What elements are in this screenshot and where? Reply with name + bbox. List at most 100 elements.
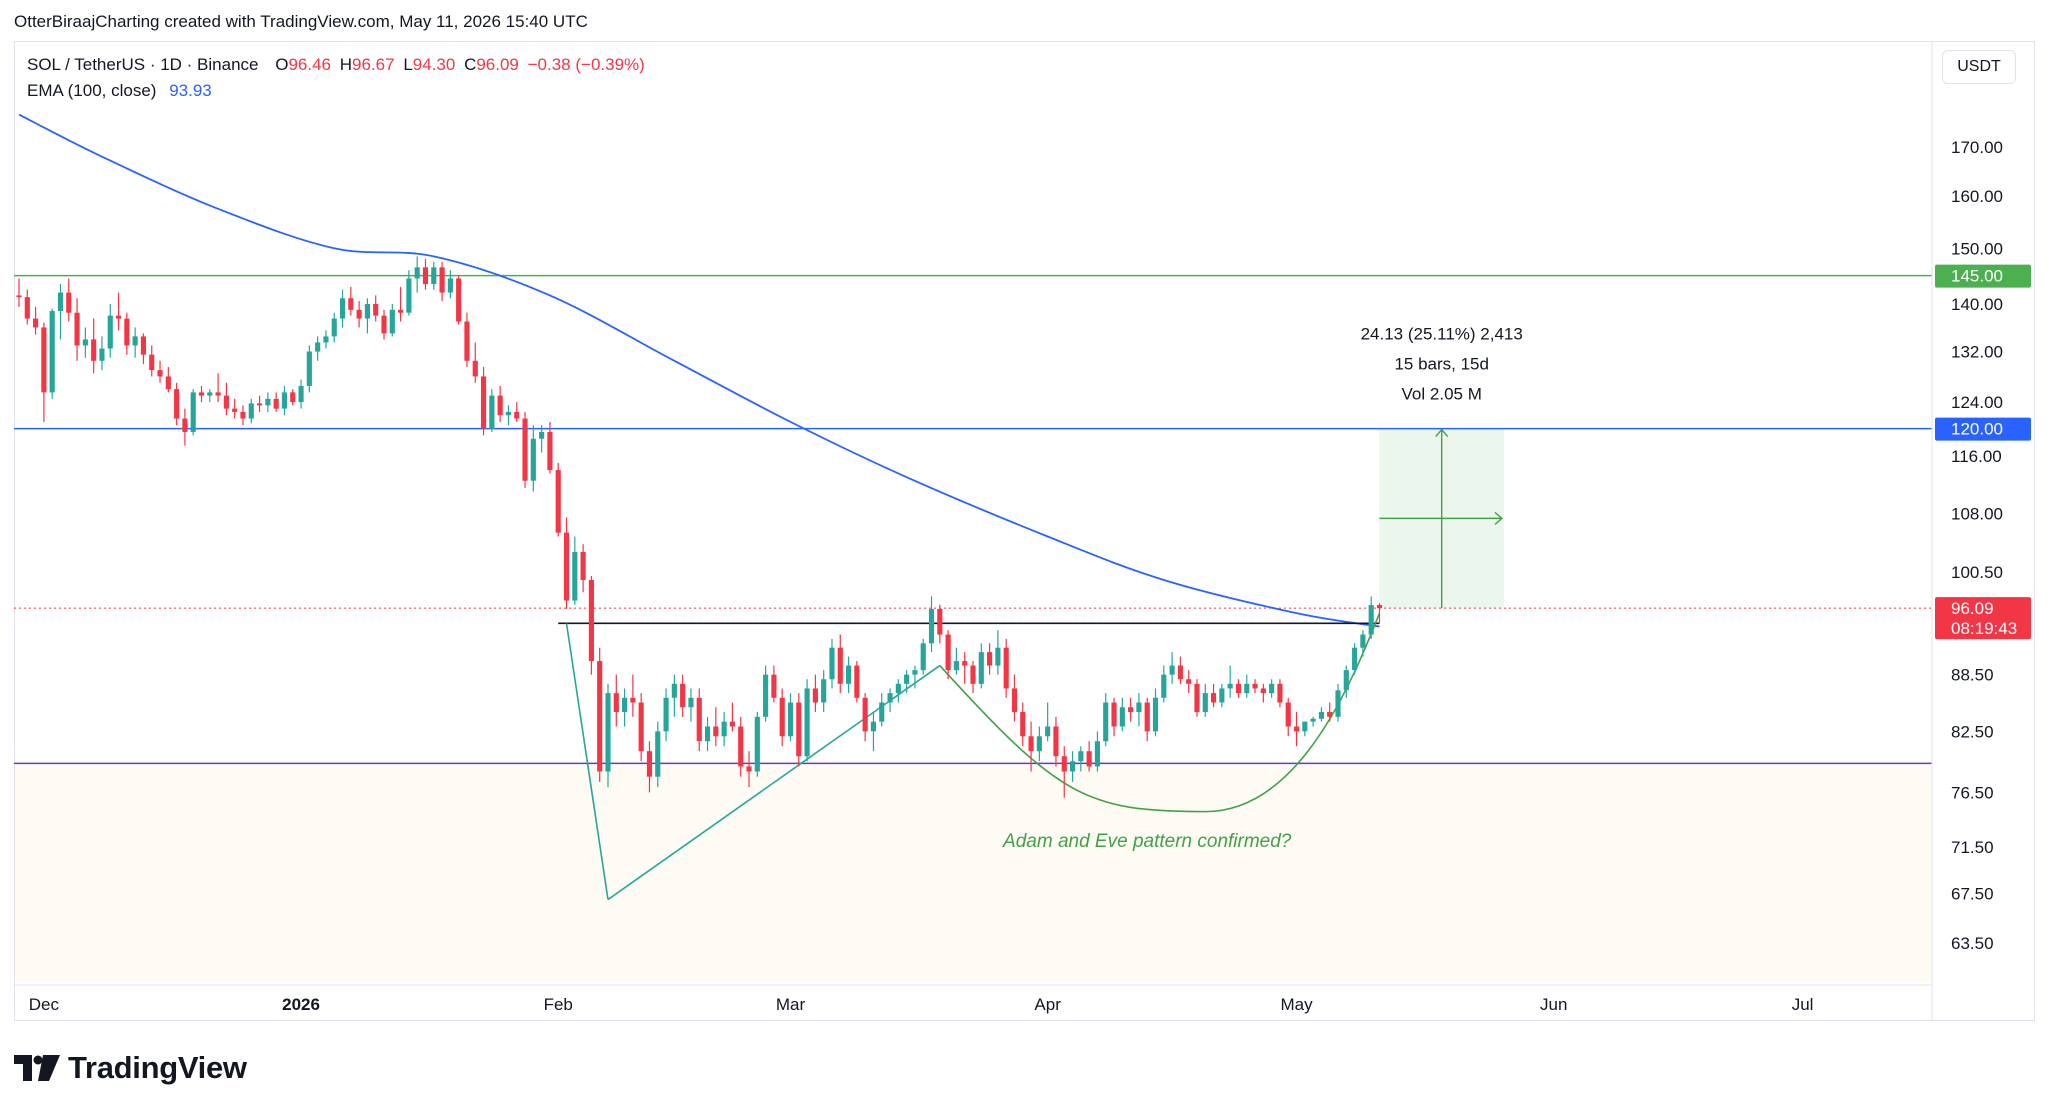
candle-body bbox=[688, 697, 694, 708]
candle-body bbox=[1352, 647, 1358, 671]
candle-body bbox=[937, 608, 943, 635]
candle-body bbox=[1103, 702, 1109, 742]
price-tick-label: 170.00 bbox=[1951, 138, 2003, 157]
candle bbox=[339, 289, 346, 328]
candle bbox=[1376, 603, 1383, 624]
candle-body bbox=[1186, 679, 1192, 684]
candle bbox=[1069, 751, 1076, 782]
time-axis[interactable]: Dec 2026 Feb Mar Apr May Jun Jul bbox=[14, 984, 1932, 1014]
candle bbox=[630, 674, 636, 717]
level-lines bbox=[14, 274, 1932, 765]
candle bbox=[232, 398, 238, 419]
candle bbox=[24, 289, 30, 325]
candle bbox=[522, 411, 528, 488]
candle-body bbox=[190, 392, 196, 432]
currency-button[interactable]: USDT bbox=[1942, 50, 2016, 84]
candle bbox=[978, 643, 984, 689]
candle-body bbox=[613, 693, 619, 713]
candle bbox=[497, 385, 503, 422]
candle bbox=[1111, 697, 1117, 737]
candle-body bbox=[1194, 683, 1200, 713]
candle-body bbox=[49, 310, 55, 393]
price-tag-target bbox=[1935, 417, 2031, 441]
candle bbox=[331, 312, 337, 343]
candle bbox=[91, 318, 97, 374]
measure-change-text: 24.13 (25.11%) 2,413 bbox=[1361, 325, 1523, 344]
candle-body bbox=[406, 278, 412, 313]
candle bbox=[190, 389, 196, 436]
candle-body bbox=[1202, 693, 1208, 713]
candle bbox=[655, 721, 661, 788]
candle-body bbox=[1327, 712, 1333, 717]
tradingview-logo[interactable]: TradingView bbox=[14, 1050, 247, 1086]
candle bbox=[763, 665, 769, 722]
price-axis[interactable]: 170.00 160.00 150.00 140.00 132.00 124.00 116.… bbox=[1931, 42, 2003, 1021]
candle bbox=[207, 389, 213, 403]
candle bbox=[398, 286, 404, 322]
candle bbox=[1211, 683, 1217, 708]
candle-body bbox=[622, 697, 628, 713]
candle bbox=[1302, 721, 1308, 737]
candle-body bbox=[763, 674, 769, 717]
candle bbox=[115, 292, 122, 331]
price-tick-label: 76.50 bbox=[1951, 783, 1994, 802]
candle bbox=[904, 670, 910, 694]
candle-body bbox=[638, 702, 644, 752]
candle-body bbox=[1318, 712, 1324, 719]
candle-body bbox=[663, 697, 669, 732]
candle bbox=[74, 298, 80, 361]
price-tag-countdown: 08:19:43 bbox=[1951, 619, 2017, 638]
legend-low-value: 94.30 bbox=[412, 55, 456, 74]
legend-high-value: 96.67 bbox=[352, 55, 395, 74]
pattern-zone-shading bbox=[15, 763, 1932, 982]
candle-body bbox=[1119, 707, 1125, 727]
candle bbox=[298, 379, 304, 409]
legend-change-value: −0.38 (−0.39%) bbox=[527, 55, 645, 74]
time-tick-label: Dec bbox=[29, 995, 60, 1014]
candle-body bbox=[339, 298, 346, 319]
candle-body bbox=[381, 315, 387, 334]
candle-body bbox=[174, 389, 180, 419]
legend-symbol[interactable]: SOL / TetherUS · 1D · Binance bbox=[27, 55, 259, 74]
candle bbox=[447, 270, 453, 299]
candle bbox=[265, 392, 271, 412]
candle bbox=[107, 304, 113, 358]
candle bbox=[862, 693, 868, 742]
candle-body bbox=[182, 418, 188, 432]
candle bbox=[1318, 707, 1324, 722]
candle-body bbox=[962, 661, 968, 666]
candle-body bbox=[1128, 707, 1134, 713]
candle-body bbox=[904, 674, 910, 684]
price-tick-label: 108.00 bbox=[1951, 505, 2003, 524]
candle bbox=[373, 295, 379, 322]
candle-body bbox=[356, 309, 362, 319]
candle-body bbox=[373, 304, 379, 316]
candle-body bbox=[431, 267, 437, 285]
legend-low-label: L bbox=[403, 55, 413, 74]
candle bbox=[1352, 643, 1358, 675]
candle-body bbox=[290, 392, 296, 403]
candle-body bbox=[66, 292, 72, 313]
candle-body bbox=[895, 683, 901, 694]
candle bbox=[721, 712, 727, 747]
candle-body bbox=[746, 766, 752, 772]
candle-body bbox=[480, 376, 487, 429]
candle bbox=[663, 688, 669, 742]
candle-body bbox=[265, 398, 271, 406]
candle bbox=[937, 604, 943, 644]
candle-body bbox=[198, 392, 205, 396]
candle-body bbox=[1136, 702, 1142, 713]
legend-ema-label[interactable]: EMA (100, close) bbox=[27, 81, 157, 100]
price-tick-label: 116.00 bbox=[1951, 447, 2002, 466]
candle-body bbox=[1219, 688, 1225, 703]
candle-body bbox=[787, 702, 794, 737]
candle-body bbox=[862, 697, 868, 732]
candle bbox=[1285, 697, 1291, 737]
candle bbox=[489, 389, 495, 432]
candle bbox=[198, 385, 205, 403]
candle-body bbox=[1227, 683, 1233, 689]
candle bbox=[1260, 683, 1266, 703]
candle-body bbox=[165, 376, 171, 390]
legend-close-value: 96.09 bbox=[476, 55, 519, 74]
